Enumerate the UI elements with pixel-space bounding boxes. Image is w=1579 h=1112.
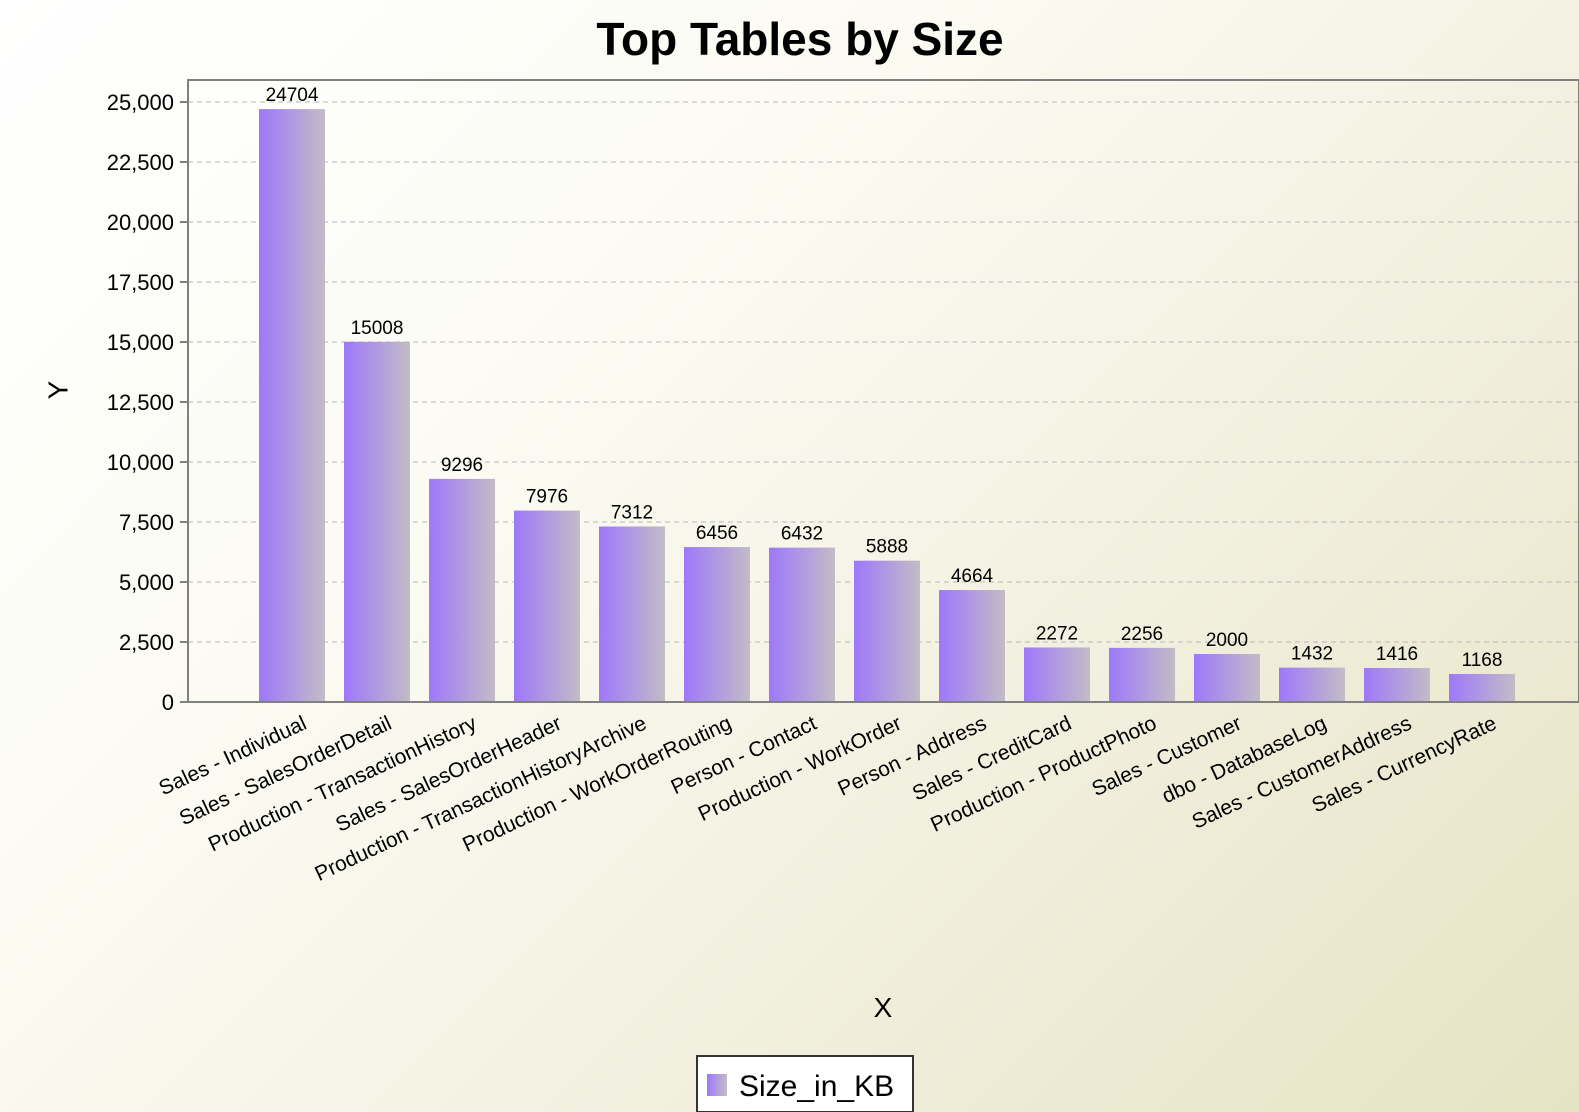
data-label: 15008: [351, 318, 404, 339]
y-tick-label: 17,500: [107, 270, 174, 295]
data-label: 7312: [611, 503, 653, 524]
bar: [1194, 654, 1260, 702]
y-tick-label: 10,000: [107, 450, 174, 475]
bar: [1364, 668, 1430, 702]
legend-swatch: [707, 1074, 727, 1096]
bar: [599, 526, 665, 702]
data-label: 1432: [1291, 644, 1333, 665]
bar: [769, 547, 835, 702]
x-axis-title: X: [874, 992, 893, 1023]
bar: [939, 590, 1005, 702]
y-tick-label: 7,500: [119, 510, 174, 535]
y-tick-label: 15,000: [107, 330, 174, 355]
bar: [514, 510, 580, 702]
legend: Size_in_KB: [696, 1055, 914, 1112]
data-label: 2000: [1206, 630, 1248, 651]
data-label: 6456: [696, 523, 738, 544]
plot-frame: [187, 79, 1579, 703]
y-tick-label: 2,500: [119, 630, 174, 655]
data-labels: 24704 15008 9296 7976 7312 6456 6432 5888 4664 22…: [266, 85, 1503, 671]
data-label: 9296: [441, 455, 483, 476]
data-label: 6432: [781, 524, 823, 545]
bars: [259, 109, 1515, 702]
y-tick-labels: 0 2,500 5,000 7,500 10,000 12,500 15,000 17,500…: [107, 90, 174, 715]
bar: [259, 109, 325, 702]
data-label: 5888: [866, 537, 908, 558]
bar: [1449, 673, 1515, 702]
data-label: 4664: [951, 566, 994, 587]
data-label: 2272: [1036, 623, 1078, 644]
bar: [1109, 647, 1175, 702]
bar: [429, 478, 495, 702]
y-tick-label: 12,500: [107, 390, 174, 415]
y-tick-label: 5,000: [119, 570, 174, 595]
legend-entry: Size_in_KB: [739, 1070, 894, 1103]
y-tick-label: 0: [162, 690, 174, 715]
y-tick-label: 22,500: [107, 150, 174, 175]
data-label: 1168: [1462, 650, 1503, 671]
axes: [180, 79, 1579, 703]
y-tick-label: 20,000: [107, 210, 174, 235]
data-label: 24704: [266, 85, 319, 106]
legend-box: [696, 1055, 914, 1112]
bar: [1279, 667, 1345, 702]
bar: [1024, 647, 1090, 702]
bar: [854, 560, 920, 702]
y-axis-title: Y: [42, 380, 73, 399]
bar: [684, 547, 750, 702]
data-label: 7976: [526, 487, 568, 508]
data-label: 2256: [1121, 624, 1163, 645]
data-label: 1416: [1376, 644, 1418, 665]
y-tick-label: 25,000: [107, 90, 174, 115]
bar: [344, 341, 410, 702]
chart-title: Top Tables by Size: [596, 13, 1003, 65]
